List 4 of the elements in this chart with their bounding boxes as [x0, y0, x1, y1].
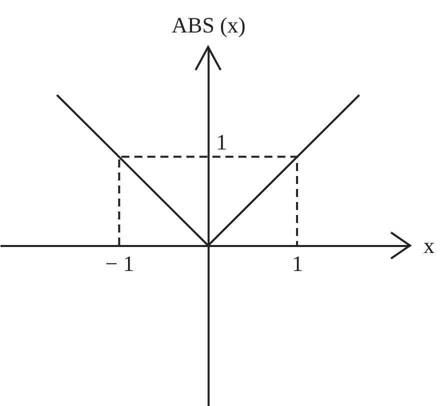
x-axis-title: x	[424, 233, 434, 258]
annotation: 1	[216, 130, 228, 155]
x-tick-label: − 1	[105, 251, 134, 276]
y-axis-title: ABS (x)	[172, 12, 246, 38]
